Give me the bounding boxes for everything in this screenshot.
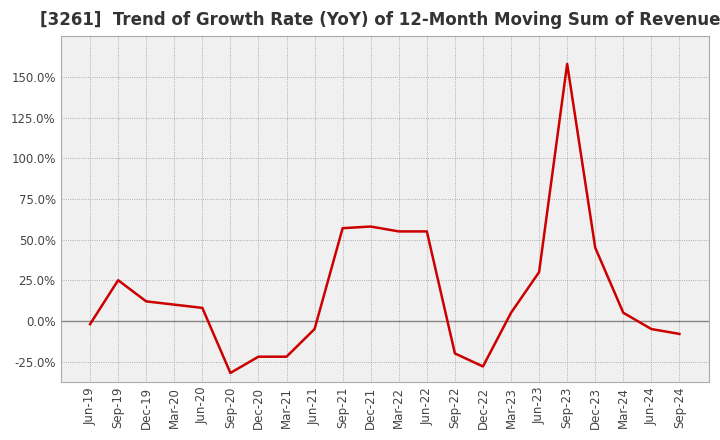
Title: [3261]  Trend of Growth Rate (YoY) of 12-Month Moving Sum of Revenues: [3261] Trend of Growth Rate (YoY) of 12-… (40, 11, 720, 29)
